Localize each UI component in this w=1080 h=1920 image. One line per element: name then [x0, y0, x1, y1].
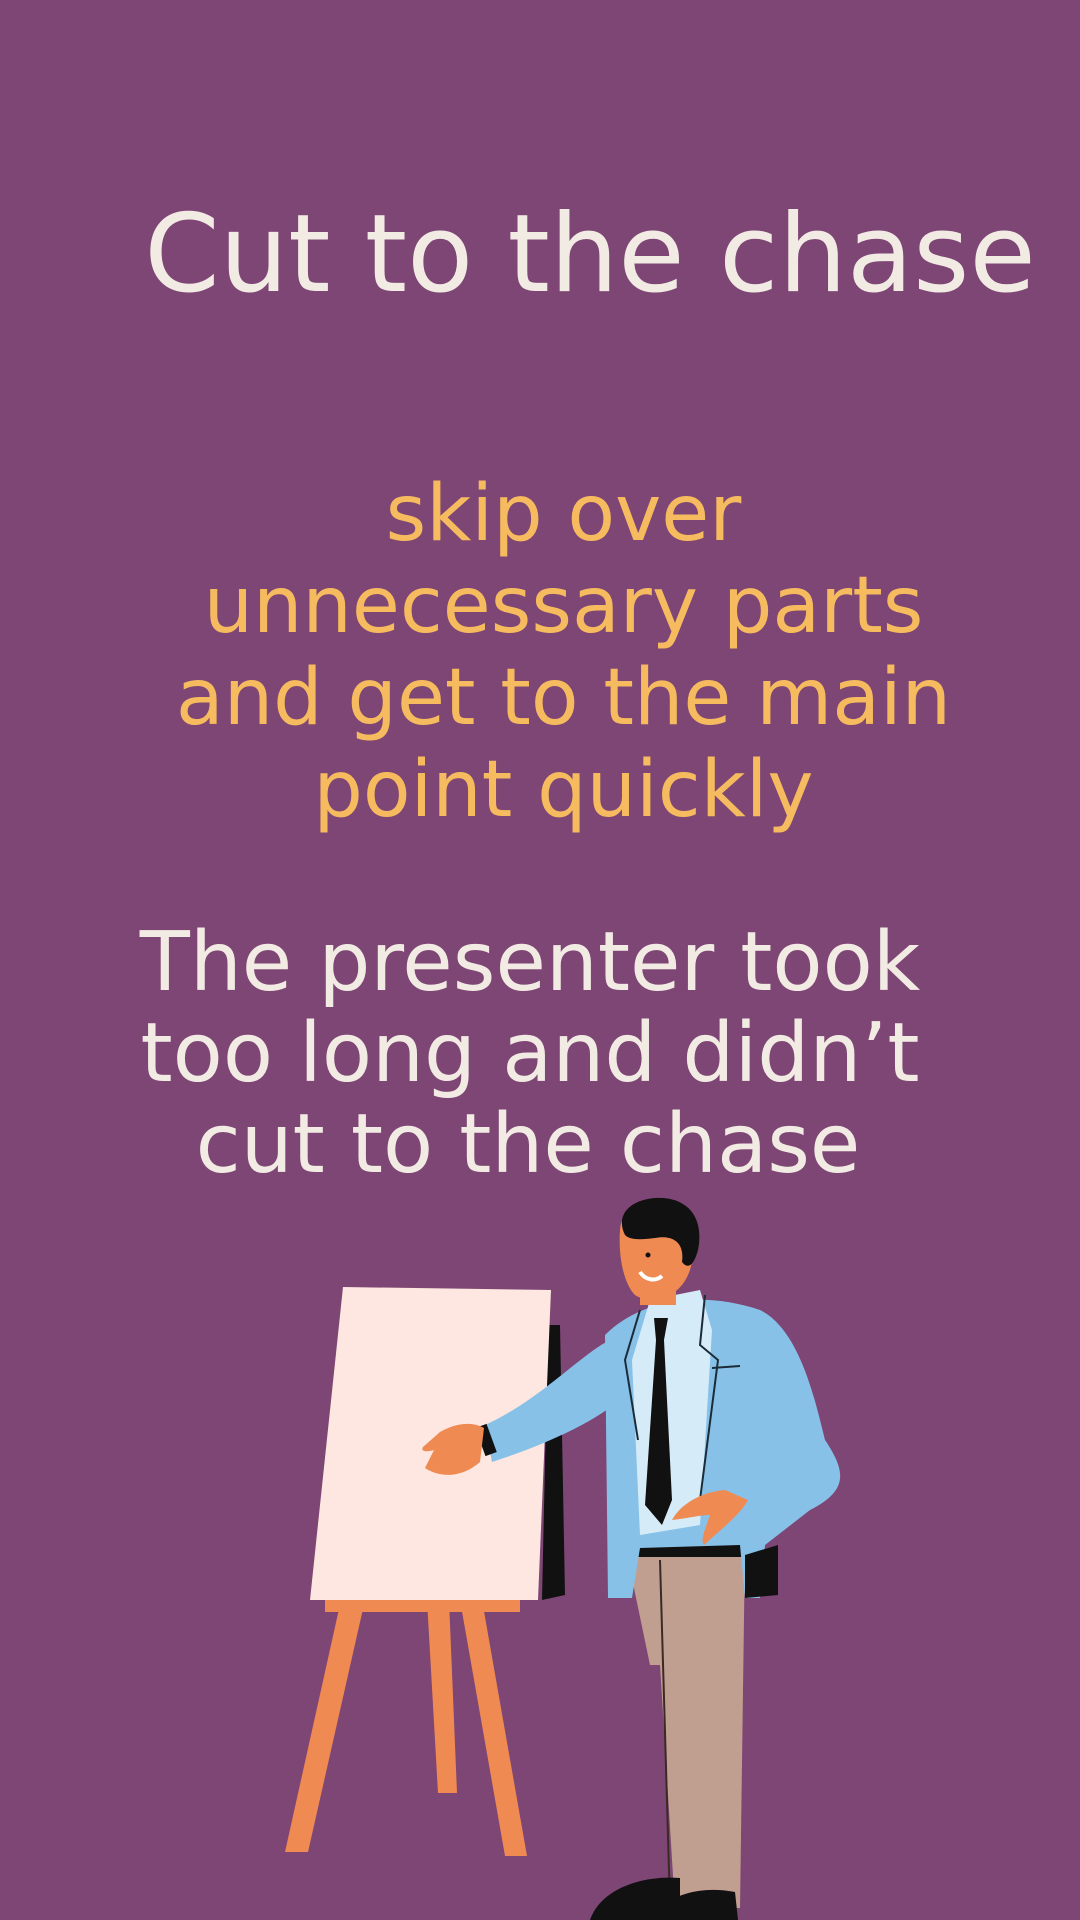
- easel-ledge: [325, 1598, 520, 1612]
- tie: [645, 1318, 672, 1525]
- example-line: too long and didn’t: [140, 1006, 920, 1101]
- easel: [285, 1287, 565, 1856]
- presenter-easel-graphic: [285, 1197, 841, 1920]
- left-shoe: [590, 1877, 680, 1920]
- hip-hand: [672, 1490, 748, 1545]
- definition-text: skip over unnecessary parts and get to t…: [0, 468, 1080, 836]
- left-lapel: [623, 1309, 641, 1441]
- example-sentence: The presenter took too long and didn’t c…: [0, 917, 1080, 1190]
- definition-line: skip over: [385, 469, 742, 559]
- pants: [625, 1545, 745, 1908]
- definition-line: point quickly: [313, 745, 814, 835]
- presenter: [422, 1197, 841, 1920]
- definition-line: and get to the main: [175, 653, 952, 743]
- eye: [645, 1252, 651, 1258]
- definition-line: unnecessary parts: [203, 561, 924, 651]
- pocket-line: [711, 1365, 741, 1369]
- smile: [638, 1270, 664, 1282]
- right-shoe: [650, 1889, 738, 1920]
- jacket-shadow: [745, 1545, 778, 1598]
- easel-center-leg: [427, 1600, 457, 1793]
- pointing-hand: [422, 1423, 484, 1475]
- pointing-arm: [485, 1340, 625, 1462]
- pant-crease: [659, 1559, 671, 1906]
- example-line: The presenter took: [139, 915, 921, 1010]
- easel-right-leg: [460, 1600, 527, 1856]
- example-line: cut to the chase: [195, 1097, 861, 1192]
- page-title: Cut to the chase: [144, 192, 1036, 317]
- presenter-illustration: [0, 1180, 1080, 1920]
- right-lapel: [698, 1294, 720, 1501]
- hair: [621, 1197, 700, 1266]
- easel-left-leg: [285, 1600, 365, 1852]
